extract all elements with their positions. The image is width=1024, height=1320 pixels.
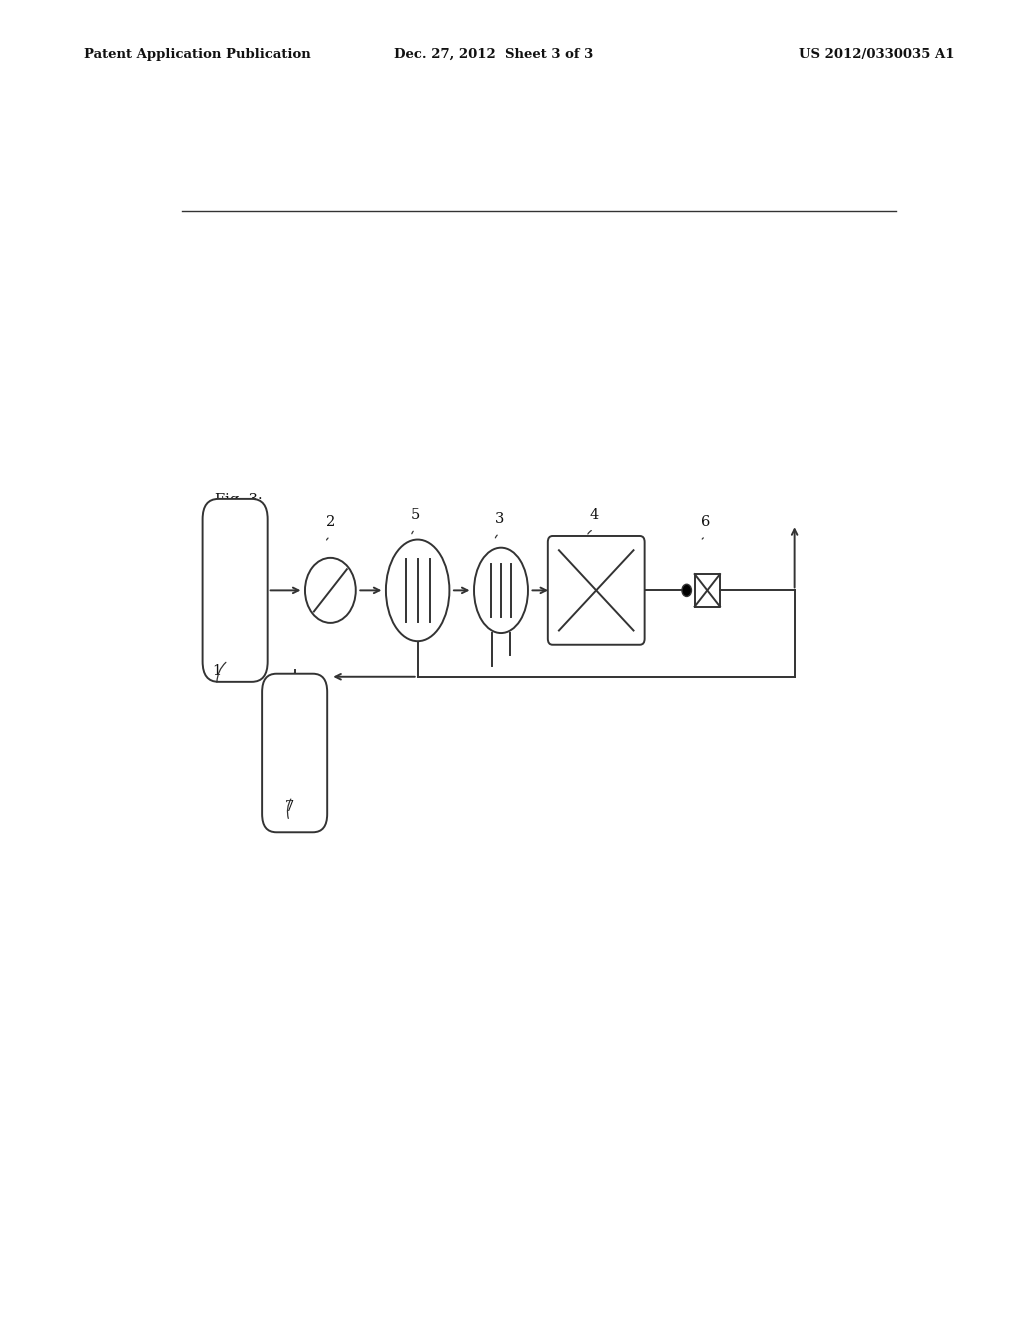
Circle shape — [682, 585, 691, 597]
Text: 5: 5 — [411, 508, 420, 523]
Text: 1: 1 — [212, 664, 221, 677]
FancyBboxPatch shape — [548, 536, 645, 644]
Text: Fig. 3:: Fig. 3: — [215, 492, 263, 507]
Circle shape — [305, 558, 355, 623]
Text: 4: 4 — [589, 508, 598, 523]
FancyBboxPatch shape — [262, 673, 328, 833]
Text: 2: 2 — [326, 515, 335, 529]
Text: US 2012/0330035 A1: US 2012/0330035 A1 — [799, 48, 954, 61]
Ellipse shape — [386, 540, 450, 642]
Text: 6: 6 — [701, 515, 711, 529]
Ellipse shape — [474, 548, 528, 634]
FancyBboxPatch shape — [203, 499, 267, 682]
Text: 3: 3 — [495, 512, 504, 527]
Text: Dec. 27, 2012  Sheet 3 of 3: Dec. 27, 2012 Sheet 3 of 3 — [394, 48, 594, 61]
Text: Patent Application Publication: Patent Application Publication — [84, 48, 310, 61]
Text: 7: 7 — [285, 800, 294, 814]
